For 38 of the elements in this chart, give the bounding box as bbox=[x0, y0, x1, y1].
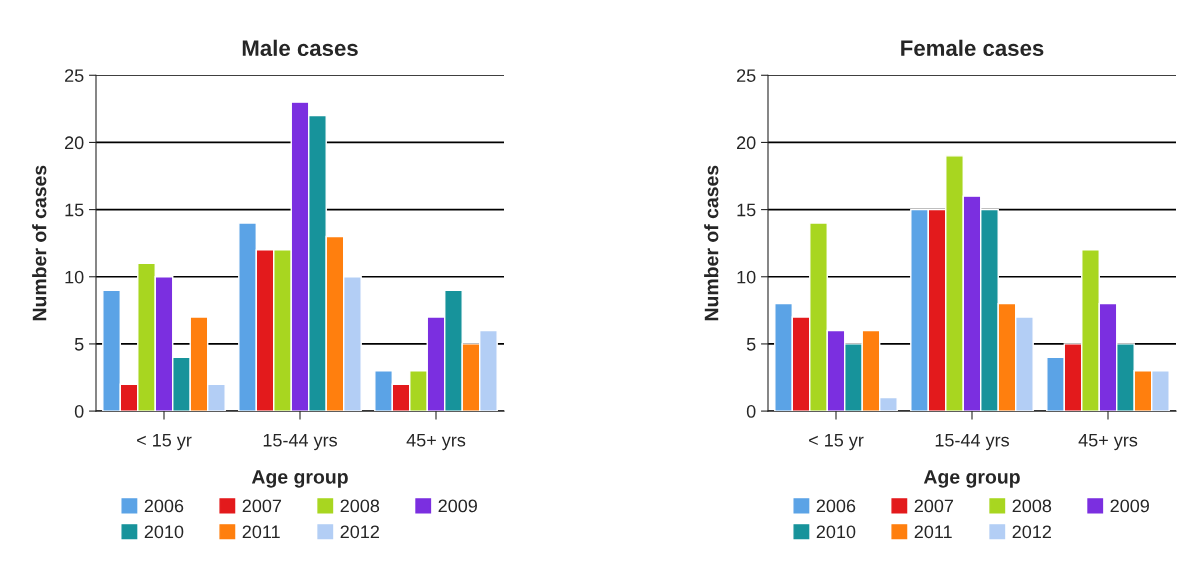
x-axis-title: Age group bbox=[923, 470, 1020, 488]
legend-label: 2007 bbox=[914, 499, 954, 513]
y-tick-label: 20 bbox=[65, 136, 84, 150]
legend-label: 2010 bbox=[816, 525, 856, 539]
x-tick-label: 15-44 yrs bbox=[263, 433, 337, 451]
y-tick-label: 25 bbox=[65, 69, 84, 82]
legend-label: 2009 bbox=[1110, 499, 1149, 513]
y-tick-label: 0 bbox=[746, 405, 756, 418]
legend-label: 2008 bbox=[340, 499, 380, 513]
legend-label: 2009 bbox=[438, 499, 477, 513]
y-axis-title: Number of cases bbox=[704, 165, 719, 321]
x-tick-label: < 15 yr bbox=[137, 433, 192, 451]
y-tick-label: 15 bbox=[65, 203, 84, 217]
y-tick-label: 20 bbox=[737, 136, 756, 150]
y-tick-label: 25 bbox=[737, 69, 756, 82]
y-axis-title: Number of cases bbox=[32, 165, 47, 321]
y-tick-label: 10 bbox=[737, 270, 756, 284]
legend-label: 2010 bbox=[144, 525, 184, 539]
x-tick-label: 45+ yrs bbox=[406, 433, 466, 451]
legend-label: 2006 bbox=[144, 499, 184, 513]
x-tick-label: < 15 yr bbox=[809, 433, 864, 451]
chart-title: Male cases bbox=[242, 39, 358, 57]
legend-label: 2012 bbox=[1012, 525, 1051, 539]
x-tick-label: 15-44 yrs bbox=[935, 433, 1009, 451]
legend-label: 2011 bbox=[914, 525, 952, 539]
legend-label: 2012 bbox=[340, 525, 379, 539]
legend-label: 2007 bbox=[242, 499, 282, 513]
legend-label: 2011 bbox=[242, 525, 280, 539]
legend-label: 2008 bbox=[1012, 499, 1052, 513]
legend-label: 2006 bbox=[816, 499, 856, 513]
y-tick-label: 0 bbox=[74, 405, 84, 418]
x-axis-title: Age group bbox=[251, 470, 348, 488]
y-tick-label: 10 bbox=[65, 270, 84, 284]
y-tick-label: 15 bbox=[737, 203, 756, 217]
chart-title: Female cases bbox=[901, 39, 1044, 57]
y-tick-label: 5 bbox=[74, 338, 84, 351]
y-tick-label: 5 bbox=[746, 338, 756, 351]
x-tick-label: 45+ yrs bbox=[1078, 433, 1138, 451]
